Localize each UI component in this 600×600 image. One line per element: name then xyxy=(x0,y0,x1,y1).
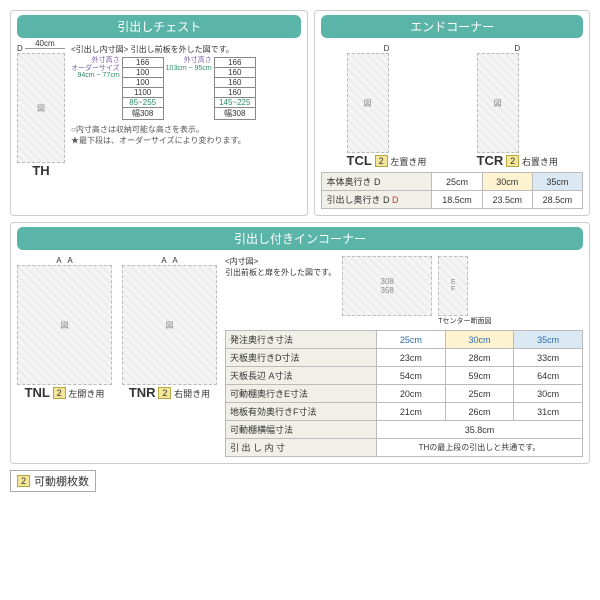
footer-badge-num: 2 xyxy=(17,475,30,487)
chest-inner-col1: 166 100 100 1100 85~255 幅308 xyxy=(122,57,164,120)
incorner-table: 発注奥行き寸法 25cm 30cm 35cm 天板奥行きD寸法 23cm 28c… xyxy=(225,330,583,457)
inner-dim-sub: 引出し前板を外した図です。 xyxy=(131,45,234,54)
chest-inner-col2: 166 160 160 160 145~225 幅308 xyxy=(214,57,256,120)
tcr-model: TCR xyxy=(477,153,504,168)
chest-note1: ○内寸高さは収納可能な高さを表示。 xyxy=(71,124,301,135)
panel-title-endcorner: エンドコーナー xyxy=(321,15,583,38)
endcorner-left-diagram: 図 xyxy=(347,53,389,153)
incorner-right-diagram: 図 xyxy=(122,265,217,385)
tnr-model: TNR xyxy=(129,385,156,400)
footer-legend: 2 可動棚枚数 xyxy=(10,470,96,492)
side-top-1: 外寸高さ xyxy=(71,57,120,65)
side-range-1: 94cm ~ 77cm xyxy=(71,72,120,80)
inner-dim-title: <引出し内寸図> xyxy=(71,45,128,54)
tnr-side: 右開き用 xyxy=(174,389,210,399)
panel-chest: 引出しチェスト D 40cm 図 TH <引出し内寸図> 引出し前板を外した図で… xyxy=(10,10,308,216)
side-top-2: 外寸高さ xyxy=(166,57,212,65)
incorner-plan-diagram: 308 358 xyxy=(342,256,432,316)
endcorner-table: 本体奥行き D 25cm 30cm 35cm 引出し奥行き D D 18.5cm… xyxy=(321,172,583,209)
tnl-side: 左開き用 xyxy=(68,389,104,399)
incorner-inner-title: <内寸図> xyxy=(225,256,336,267)
incorner-left-diagram: 図 xyxy=(17,265,112,385)
panel-incorner: 引出し付きインコーナー A A 図 TNL 2 左開き用 A A 図 TNR 2… xyxy=(10,222,590,464)
tcl-side: 左置き用 xyxy=(390,157,426,167)
side-label-1: オーダーサイズ xyxy=(71,65,120,73)
tnr-badge: 2 xyxy=(158,387,171,399)
tcl-badge: 2 xyxy=(375,155,388,167)
tcl-model: TCL xyxy=(347,153,372,168)
endcorner-right-diagram: 図 xyxy=(477,53,519,153)
panel-title-chest: 引出しチェスト xyxy=(17,15,301,38)
tnl-badge: 2 xyxy=(53,387,66,399)
chest-note2: ★最下段は、オーダーサイズにより変わります。 xyxy=(71,135,301,146)
tcr-badge: 2 xyxy=(506,155,519,167)
section-label: Tセンター断面図 xyxy=(438,316,491,326)
footer-label: 可動棚枚数 xyxy=(34,473,89,489)
incorner-section-diagram: EF xyxy=(438,256,468,316)
panel-title-incorner: 引出し付きインコーナー xyxy=(17,227,583,250)
incorner-inner-sub: 引出前板と扉を外した図です。 xyxy=(225,267,336,278)
chest-model: TH xyxy=(17,163,65,178)
chest-diagram: 図 xyxy=(17,53,65,163)
side-range-2: 103cm ~ 95cm xyxy=(166,65,212,73)
tnl-model: TNL xyxy=(25,385,50,400)
panel-endcorner: エンドコーナー D 図 TCL 2 左置き用 D 図 TCR 2 右置き用 xyxy=(314,10,590,216)
chest-width: 40cm xyxy=(35,39,55,48)
tcr-side: 右置き用 xyxy=(522,157,558,167)
